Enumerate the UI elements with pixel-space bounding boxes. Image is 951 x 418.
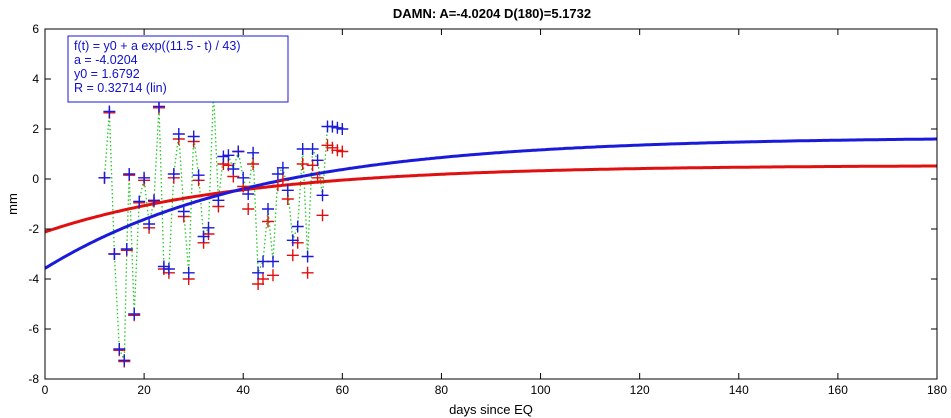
- x-axis-label: days since EQ: [449, 402, 533, 417]
- x-tick-label: 40: [237, 383, 251, 397]
- y-axis-label: mm: [5, 193, 20, 215]
- data-point-blue: [157, 260, 170, 273]
- data-point-red: [331, 144, 344, 157]
- data-point-blue: [103, 105, 116, 118]
- x-tick-label: 140: [729, 383, 749, 397]
- data-point-blue: [172, 128, 185, 140]
- y-tick-label: 0: [32, 172, 39, 186]
- x-tick-label: 120: [630, 383, 650, 397]
- data-point-red: [247, 158, 260, 170]
- data-point-blue: [120, 243, 133, 255]
- data-point-red: [296, 158, 309, 170]
- series-connector-line: [103, 90, 343, 361]
- data-point-blue: [212, 194, 225, 207]
- data-point-blue: [331, 121, 344, 134]
- data-point-red: [257, 273, 269, 285]
- x-tick-label: 20: [137, 383, 151, 397]
- data-point-red: [262, 215, 274, 228]
- chart-title: DAMN: A=-4.0204 D(180)=5.1732: [393, 6, 591, 21]
- legend-line-y0: y0 = 1.6792: [74, 67, 140, 81]
- y-tick-label: 4: [32, 72, 39, 86]
- data-point-blue: [138, 171, 151, 184]
- data-point-red: [316, 209, 329, 222]
- data-point-red: [311, 171, 324, 184]
- data-point-red: [336, 145, 349, 158]
- data-point-blue: [202, 221, 215, 234]
- data-point-blue: [148, 194, 160, 207]
- x-tick-label: 60: [336, 383, 350, 397]
- data-point-red: [242, 203, 255, 215]
- legend-line-a: a = -4.0204: [74, 53, 138, 67]
- y-tick-label: -8: [28, 372, 39, 386]
- data-point-blue: [123, 168, 136, 180]
- data-point-blue: [162, 263, 175, 275]
- data-point-blue: [247, 146, 260, 159]
- data-point-blue: [222, 149, 235, 162]
- data-point-red: [321, 139, 334, 152]
- fit-curve-red: [45, 164, 937, 234]
- data-point-blue: [167, 168, 180, 180]
- data-point-blue: [128, 308, 141, 320]
- plot-frame: [44, 28, 938, 380]
- x-tick-label: 100: [531, 383, 551, 397]
- data-point-blue: [118, 354, 131, 367]
- y-tick-label: 2: [32, 122, 39, 136]
- data-point-red: [291, 236, 304, 249]
- data-point-blue: [306, 143, 319, 155]
- y-tick-label: -2: [28, 222, 39, 236]
- data-point-blue: [301, 250, 314, 263]
- data-point-blue: [177, 205, 190, 218]
- legend-line-equation: f(t) = y0 + a exp((11.5 - t) / 43): [74, 39, 241, 53]
- plot-content: [45, 84, 937, 368]
- data-point-red: [301, 266, 314, 279]
- data-point-red: [306, 159, 319, 172]
- x-tick-label: 180: [927, 383, 947, 397]
- data-point-blue: [98, 171, 111, 184]
- y-tick-label: -4: [28, 272, 39, 286]
- data-point-blue: [262, 203, 274, 215]
- data-point-blue: [271, 168, 284, 180]
- y-tick-label: -6: [28, 322, 39, 336]
- data-point-red: [267, 269, 279, 282]
- legend-line-r: R = 0.32714 (lin): [74, 81, 167, 95]
- data-point-blue: [326, 120, 339, 133]
- data-point-blue: [133, 195, 146, 208]
- data-point-blue: [281, 184, 294, 197]
- x-tick-label: 0: [42, 383, 49, 397]
- data-point-blue: [108, 248, 121, 260]
- axis-ticks: 0 20 40 60 80 100 120 140 160 180 -8 -6 -4 -2 0 2 4 6: [28, 22, 947, 397]
- data-point-blue: [113, 343, 126, 355]
- legend-box: [67, 35, 289, 103]
- data-point-blue: [197, 230, 210, 243]
- data-point-blue: [143, 218, 156, 230]
- data-point-blue: [267, 255, 279, 268]
- data-point-blue: [316, 189, 329, 202]
- data-point-blue: [276, 161, 289, 174]
- data-point-blue: [286, 234, 299, 247]
- data-point-blue: [252, 266, 265, 279]
- data-point-blue: [232, 145, 245, 158]
- data-point-red: [286, 249, 299, 262]
- data-point-blue: [237, 171, 250, 184]
- fit-curve-blue: [45, 137, 937, 270]
- data-point-blue: [227, 163, 240, 175]
- data-point-blue: [192, 169, 205, 182]
- y-tick-label: 6: [32, 22, 39, 36]
- data-point-blue: [182, 266, 195, 279]
- data-point-blue: [311, 154, 324, 167]
- data-point-blue: [217, 150, 230, 163]
- legend: f(t) = y0 + a exp((11.5 - t) / 43) a = -…: [67, 35, 289, 103]
- x-tick-label: 80: [435, 383, 449, 397]
- data-point-blue: [291, 220, 304, 233]
- x-tick-label: 160: [828, 383, 848, 397]
- data-point-red: [252, 278, 265, 290]
- data-point-blue: [187, 130, 200, 143]
- data-point-red: [271, 179, 284, 192]
- data-point-blue: [242, 188, 255, 200]
- data-point-red: [326, 141, 339, 154]
- data-point-blue: [336, 123, 349, 135]
- data-point-red: [276, 174, 289, 187]
